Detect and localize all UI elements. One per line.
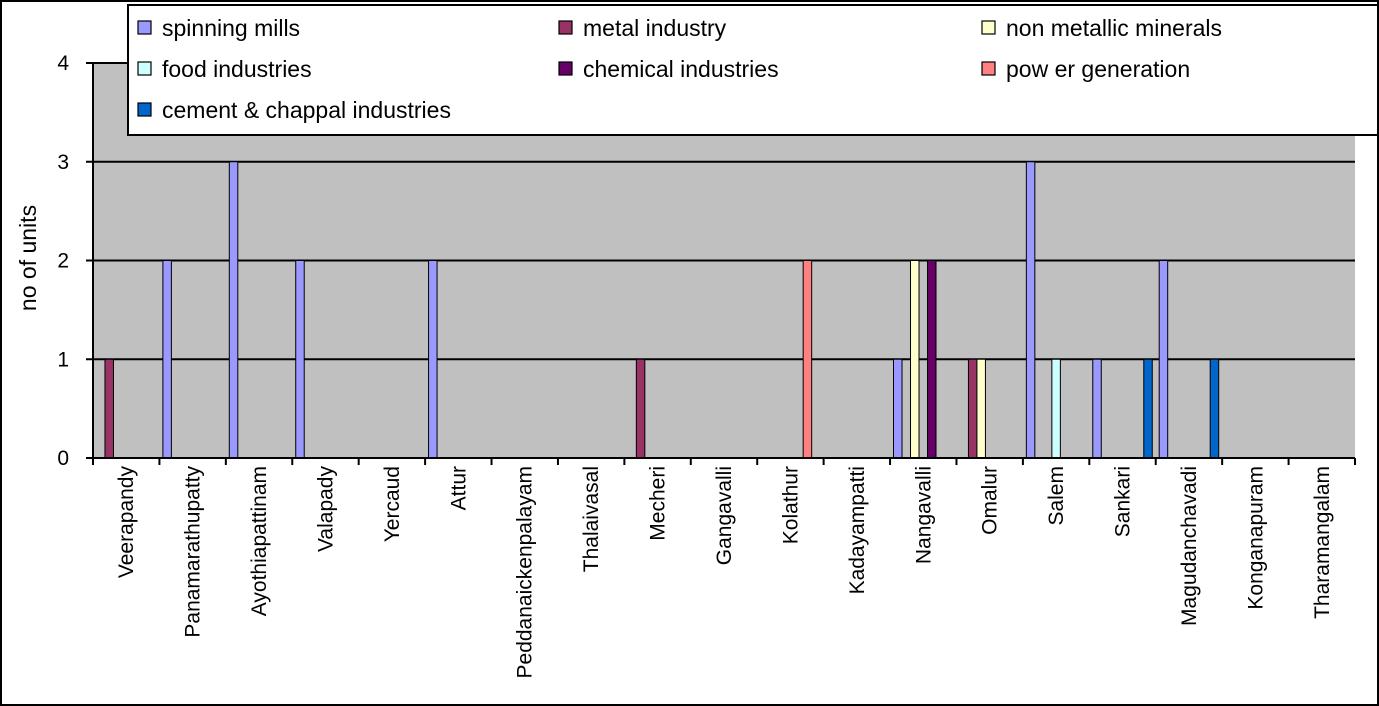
legend-swatch [137, 61, 152, 76]
category-label: Magudanchavadi [1178, 466, 1201, 626]
legend-swatch [137, 102, 152, 117]
legend-swatch [558, 61, 573, 76]
category-label: Gangavalli [713, 466, 736, 565]
bar [104, 358, 114, 459]
bar [910, 260, 920, 459]
category-label: Veerapandy [115, 466, 138, 579]
bar [927, 260, 937, 459]
category-label: Attur [447, 466, 470, 510]
y-axis-title: no of units [15, 205, 41, 311]
legend-label: pow er generation [1006, 56, 1190, 82]
legend: spinning mills metal industry non metallic… [127, 4, 1379, 136]
y-tick-label: 2 [57, 250, 69, 273]
legend-box [127, 4, 1379, 136]
category-label: Peddanaickenpalayam [514, 466, 537, 678]
y-tick-label: 4 [57, 52, 69, 75]
legend-swatch [137, 20, 152, 35]
category-label: Yercaud [381, 466, 404, 542]
category-label: Salem [1045, 466, 1068, 526]
bar [967, 358, 978, 459]
bar [228, 161, 239, 459]
category-label: Valapady [314, 466, 337, 553]
bar [1143, 358, 1153, 459]
category-label: Mecheri [647, 466, 670, 541]
bar [1209, 358, 1220, 459]
legend-swatch [981, 61, 996, 76]
category-label: Konganapuram [1244, 466, 1267, 610]
y-tick-label: 1 [57, 348, 69, 371]
category-label: Omalur [979, 466, 1002, 535]
bar [295, 260, 305, 459]
bar [1158, 260, 1169, 459]
axis-ticks [86, 62, 1356, 465]
category-labels: Veerapandy Panamarathupatty Ayothiapattina… [115, 466, 1334, 679]
category-label: Kadayampatti [846, 466, 869, 594]
category-label: Panamarathupatty [182, 466, 205, 638]
legend-label: chemical industries [583, 56, 779, 82]
category-label: Nangavalli [912, 466, 935, 564]
bar [802, 260, 813, 459]
bar [1025, 161, 1036, 459]
bar [976, 358, 986, 459]
category-label: Kolathur [779, 466, 802, 544]
y-tick-label: 0 [57, 447, 69, 470]
bar [893, 358, 903, 459]
category-label: Sankari [1112, 466, 1135, 537]
category-label: Ayothiapattinam [248, 466, 271, 616]
bar [428, 260, 438, 459]
legend-swatch [558, 20, 573, 35]
category-label: Thalaivasal [580, 466, 603, 572]
y-tick-label: 3 [57, 151, 69, 174]
legend-label: spinning mills [162, 15, 300, 41]
legend-label: metal industry [583, 15, 727, 41]
category-label: Tharamangalam [1311, 466, 1334, 619]
bar [1092, 358, 1102, 459]
legend-swatch [981, 20, 996, 35]
bar [1051, 358, 1061, 459]
bar [635, 358, 646, 459]
legend-label: non metallic minerals [1006, 15, 1222, 41]
y-tick-labels: 0 1 2 3 4 [57, 52, 69, 470]
bar [162, 260, 172, 459]
legend-label: cement & chappal industries [162, 97, 451, 123]
legend-label: food industries [162, 56, 312, 82]
